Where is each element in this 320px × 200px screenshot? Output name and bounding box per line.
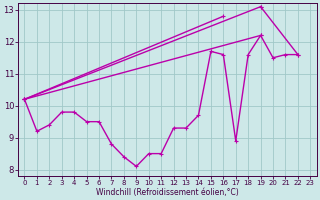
X-axis label: Windchill (Refroidissement éolien,°C): Windchill (Refroidissement éolien,°C) <box>96 188 239 197</box>
